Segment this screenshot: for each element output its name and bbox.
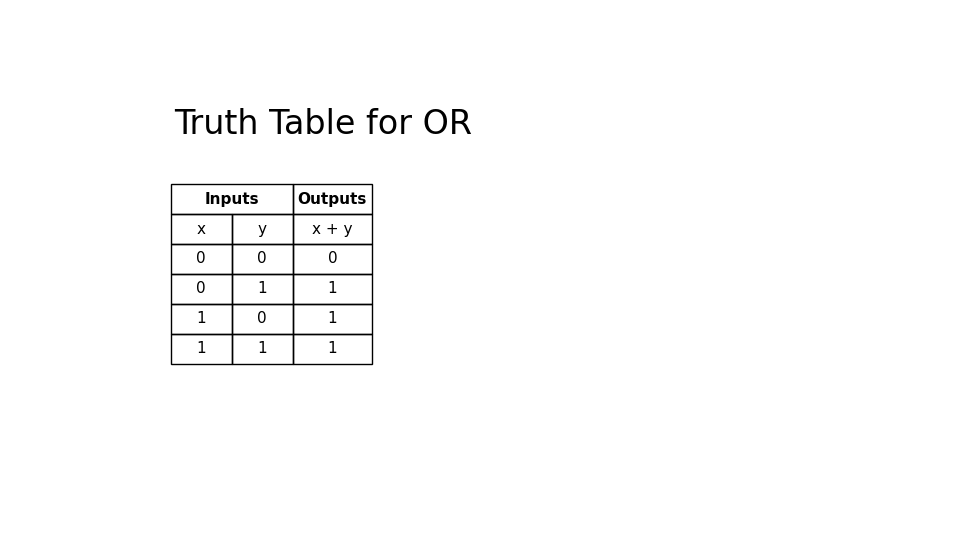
Text: 0: 0 (327, 252, 337, 266)
Bar (231, 334, 293, 364)
Bar (231, 214, 293, 244)
Text: 1: 1 (327, 341, 337, 356)
Bar (231, 304, 293, 334)
Bar (293, 334, 372, 364)
Text: x + y: x + y (312, 221, 352, 237)
Bar (171, 214, 231, 244)
Bar (171, 244, 231, 274)
Text: y: y (257, 221, 267, 237)
Bar (293, 304, 372, 334)
Bar (231, 274, 293, 304)
Text: 1: 1 (257, 281, 267, 296)
Text: Outputs: Outputs (298, 192, 367, 207)
Bar (293, 214, 372, 244)
Bar (171, 184, 293, 214)
Bar (171, 334, 231, 364)
Bar (171, 274, 231, 304)
Text: 0: 0 (196, 281, 205, 296)
Bar (171, 304, 231, 334)
Text: 0: 0 (257, 312, 267, 326)
Text: 1: 1 (327, 281, 337, 296)
Text: Inputs: Inputs (204, 192, 259, 207)
Bar (231, 244, 293, 274)
Text: 0: 0 (257, 252, 267, 266)
Text: 1: 1 (327, 312, 337, 326)
Text: x: x (197, 221, 205, 237)
Bar (293, 244, 372, 274)
Text: 1: 1 (196, 341, 205, 356)
Text: Truth Table for OR: Truth Table for OR (175, 109, 472, 141)
Bar (293, 274, 372, 304)
Bar (293, 184, 372, 214)
Text: 1: 1 (196, 312, 205, 326)
Text: 0: 0 (196, 252, 205, 266)
Text: 1: 1 (257, 341, 267, 356)
